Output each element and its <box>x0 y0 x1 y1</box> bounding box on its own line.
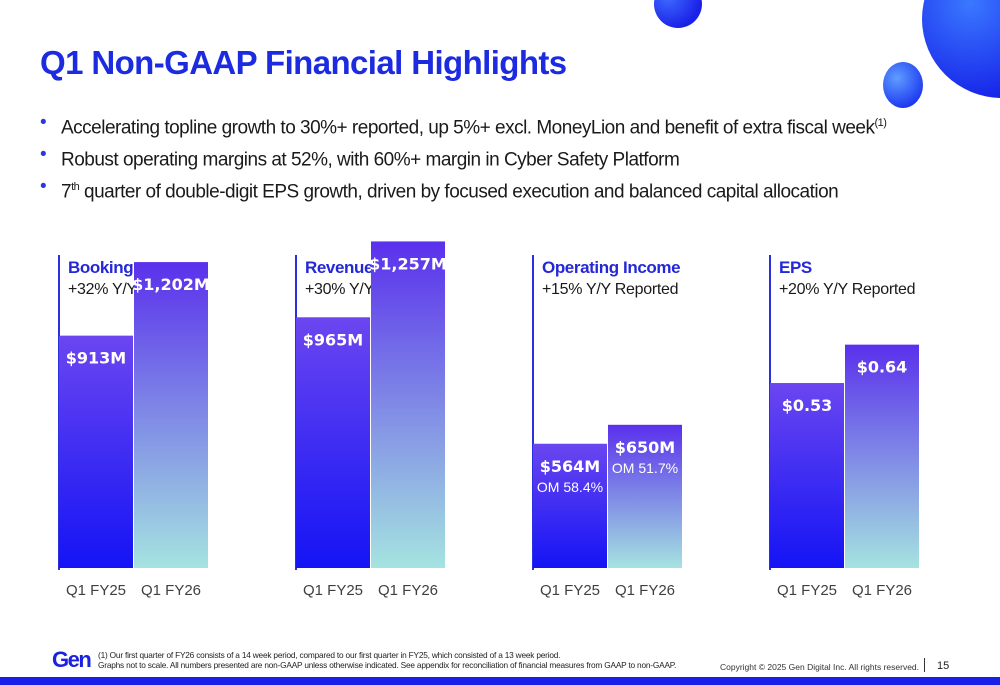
bar-value-label: $1,257M <box>369 254 447 273</box>
x-tick-label: Q1 FY26 <box>141 582 201 599</box>
panel-divider <box>58 255 60 570</box>
operating-income-chart: $564M OM 58.4% Q1 FY25 $650M OM 51.7% Q1 FY26 <box>533 424 682 599</box>
bar-q1fy26 <box>371 241 445 568</box>
decor-circle-small-top <box>654 0 702 28</box>
bullet-superscript: th <box>71 181 80 193</box>
bullet-text: Robust operating margins at 52%, with 60… <box>61 149 680 171</box>
page-number: 15 <box>937 660 950 672</box>
copyright: Copyright © 2025 Gen Digital Inc. All ri… <box>720 662 920 672</box>
panel-divider <box>295 255 297 570</box>
panel-subtitle: +20% Y/Y Reported <box>779 281 916 298</box>
bar-value-label: $0.64 <box>857 358 908 377</box>
bullet-superscript: (1) <box>874 117 887 129</box>
x-tick-label: Q1 FY26 <box>615 582 675 599</box>
bullet-text: Accelerating topline growth to 30%+ repo… <box>61 117 875 139</box>
bar-value-label: $650M <box>615 438 675 457</box>
bar-value-label: $913M <box>66 349 126 368</box>
bullet-text-after: quarter of double-digit EPS growth, driv… <box>79 181 839 203</box>
footnotes: (1) Our first quarter of FY26 consists o… <box>98 650 676 670</box>
bar-value-label: $1,202M <box>132 275 210 294</box>
bar-q1fy25 <box>770 383 844 568</box>
bar-q1fy25 <box>59 335 133 568</box>
panel-divider <box>769 255 771 570</box>
bullet-item: Accelerating topline growth to 30%+ repo… <box>40 110 980 142</box>
x-tick-label: Q1 FY25 <box>777 582 837 599</box>
gen-logo: Gen <box>52 647 92 672</box>
panel-title: EPS <box>779 258 812 277</box>
operating-income-panel: Operating Income +15% Y/Y Reported $564M… <box>532 255 747 599</box>
footnote-2: Graphs not to scale. All numbers present… <box>98 660 677 670</box>
eps-chart: $0.53 Q1 FY25 $0.64 Q1 FY26 <box>770 344 919 599</box>
page-title: Q1 Non-GAAP Financial Highlights <box>40 44 567 81</box>
bar-q1fy25 <box>296 317 370 568</box>
panel-title: Bookings <box>68 258 143 277</box>
bullet-item: 7th quarter of double-digit EPS growth, … <box>40 174 980 206</box>
panel-divider <box>532 255 534 570</box>
x-tick-label: Q1 FY26 <box>852 582 912 599</box>
bar-q1fy26 <box>134 262 208 568</box>
revenue-chart: $965M Q1 FY25 $1,257M Q1 FY26 <box>296 241 447 599</box>
bar-q1fy26 <box>608 424 682 568</box>
bar-q1fy25 <box>533 443 607 568</box>
bar-value-label: $965M <box>303 330 363 349</box>
panel-title: Operating Income <box>542 258 681 277</box>
bottom-accent-band <box>0 677 1000 685</box>
x-tick-label: Q1 FY25 <box>66 582 126 599</box>
eps-panel: EPS +20% Y/Y Reported $0.53 Q1 FY25 $0.64 Q… <box>769 255 984 599</box>
highlights-list: Accelerating topline growth to 30%+ repo… <box>40 110 980 206</box>
bar-value-label: $564M <box>540 457 600 476</box>
x-tick-label: Q1 FY25 <box>540 582 600 599</box>
bar-margin-label: OM 58.4% <box>537 479 603 495</box>
footnote-1: (1) Our first quarter of FY26 consists o… <box>98 650 561 660</box>
bar-q1fy26 <box>845 344 919 568</box>
panel-title: Revenue <box>305 258 374 277</box>
page-separator <box>924 658 925 672</box>
x-tick-label: Q1 FY26 <box>378 582 438 599</box>
decor-circle-medium <box>883 62 923 108</box>
bullet-text: 7 <box>61 181 72 203</box>
decor-circle-large <box>922 0 1000 98</box>
x-tick-label: Q1 FY25 <box>303 582 363 599</box>
panel-subtitle: +15% Y/Y Reported <box>542 281 679 298</box>
bar-value-label: $0.53 <box>782 396 833 415</box>
bookings-chart: $913M Q1 FY25 $1,202M Q1 FY26 <box>59 262 210 599</box>
bar-margin-label: OM 51.7% <box>612 460 678 476</box>
bullet-item: Robust operating margins at 52%, with 60… <box>40 142 980 174</box>
